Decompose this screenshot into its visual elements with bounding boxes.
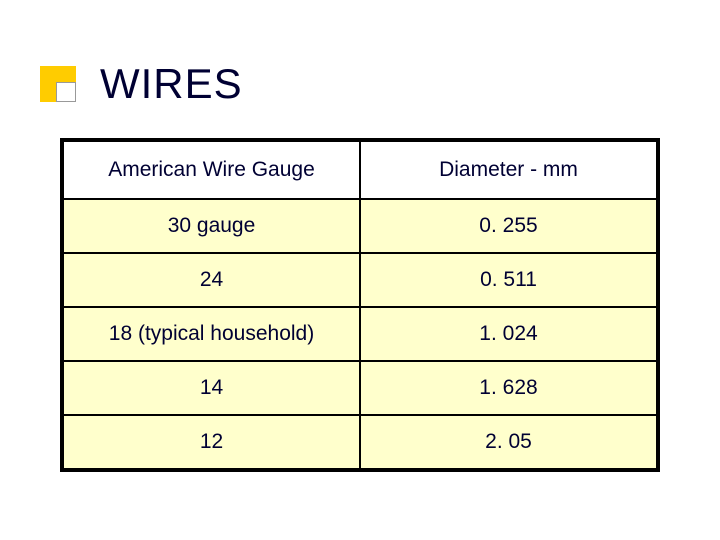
table-header-row: American Wire Gauge Diameter - mm	[63, 141, 657, 199]
cell-diameter: 1. 024	[360, 307, 657, 361]
column-header-gauge: American Wire Gauge	[63, 141, 360, 199]
cell-gauge: 18 (typical household)	[63, 307, 360, 361]
cell-gauge: 30 gauge	[63, 199, 360, 253]
cell-gauge: 14	[63, 361, 360, 415]
table-row: 30 gauge 0. 255	[63, 199, 657, 253]
cell-diameter: 0. 255	[360, 199, 657, 253]
column-header-diameter: Diameter - mm	[360, 141, 657, 199]
slide-title: WIRES	[100, 60, 243, 108]
table-row: 24 0. 511	[63, 253, 657, 307]
cell-diameter: 2. 05	[360, 415, 657, 469]
cell-gauge: 24	[63, 253, 360, 307]
title-bullet-icon	[40, 66, 76, 102]
table-row: 12 2. 05	[63, 415, 657, 469]
table-row: 18 (typical household) 1. 024	[63, 307, 657, 361]
cell-gauge: 12	[63, 415, 360, 469]
table-row: 14 1. 628	[63, 361, 657, 415]
wire-gauge-table: American Wire Gauge Diameter - mm 30 gau…	[60, 138, 660, 472]
cell-diameter: 0. 511	[360, 253, 657, 307]
cell-diameter: 1. 628	[360, 361, 657, 415]
